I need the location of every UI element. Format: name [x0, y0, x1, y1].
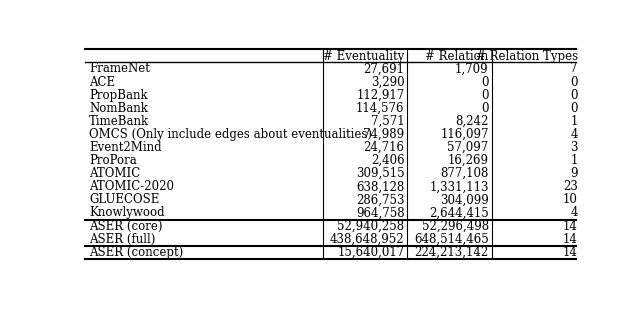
Text: 15,640,017: 15,640,017 [337, 246, 404, 259]
Text: ASER (concept): ASER (concept) [89, 246, 183, 259]
Text: # Eventuality: # Eventuality [323, 50, 404, 63]
Text: TimeBank: TimeBank [89, 115, 149, 128]
Text: 1,331,113: 1,331,113 [429, 180, 489, 193]
Text: 74,989: 74,989 [364, 128, 404, 141]
Text: GLUECOSE: GLUECOSE [89, 193, 159, 206]
Text: 16,269: 16,269 [448, 154, 489, 167]
Text: Knowlywood: Knowlywood [89, 206, 164, 219]
Text: 0: 0 [481, 76, 489, 89]
Text: OMCS (Only include edges about eventualities): OMCS (Only include edges about eventuali… [89, 128, 372, 141]
Text: 116,097: 116,097 [440, 128, 489, 141]
Text: 438,648,952: 438,648,952 [330, 233, 404, 246]
Text: 23: 23 [563, 180, 578, 193]
Text: 57,097: 57,097 [447, 141, 489, 154]
Text: 10: 10 [563, 193, 578, 206]
Text: 3,290: 3,290 [371, 76, 404, 89]
Text: 9: 9 [570, 167, 578, 180]
Text: 638,128: 638,128 [356, 180, 404, 193]
Text: 14: 14 [563, 219, 578, 232]
Text: ASER (full): ASER (full) [89, 233, 156, 246]
Text: 0: 0 [481, 89, 489, 102]
Text: 286,753: 286,753 [356, 193, 404, 206]
Text: ATOMIC-2020: ATOMIC-2020 [89, 180, 174, 193]
Text: 964,758: 964,758 [356, 206, 404, 219]
Text: 114,576: 114,576 [356, 102, 404, 115]
Text: 7: 7 [570, 62, 578, 76]
Text: 2,644,415: 2,644,415 [429, 206, 489, 219]
Text: 52,940,258: 52,940,258 [337, 219, 404, 232]
Text: 112,917: 112,917 [356, 89, 404, 102]
Text: 27,691: 27,691 [364, 62, 404, 76]
Text: FrameNet: FrameNet [89, 62, 150, 76]
Text: 52,296,498: 52,296,498 [422, 219, 489, 232]
Text: ACE: ACE [89, 76, 115, 89]
Text: 0: 0 [570, 89, 578, 102]
Text: 877,108: 877,108 [440, 167, 489, 180]
Text: # Relation Types: # Relation Types [476, 50, 578, 63]
Text: 1,709: 1,709 [455, 62, 489, 76]
Text: 304,099: 304,099 [440, 193, 489, 206]
Text: ATOMIC: ATOMIC [89, 167, 140, 180]
Text: NomBank: NomBank [89, 102, 148, 115]
Text: 4: 4 [570, 206, 578, 219]
Text: 14: 14 [563, 246, 578, 259]
Text: 309,515: 309,515 [356, 167, 404, 180]
Text: 0: 0 [570, 76, 578, 89]
Text: Event2Mind: Event2Mind [89, 141, 161, 154]
Text: ProPora: ProPora [89, 154, 137, 167]
Text: PropBank: PropBank [89, 89, 148, 102]
Text: 3: 3 [570, 141, 578, 154]
Text: 224,213,142: 224,213,142 [415, 246, 489, 259]
Text: 24,716: 24,716 [364, 141, 404, 154]
Text: ASER (core): ASER (core) [89, 219, 163, 232]
Text: 0: 0 [481, 102, 489, 115]
Text: 14: 14 [563, 233, 578, 246]
Text: 648,514,465: 648,514,465 [414, 233, 489, 246]
Text: # Relation: # Relation [426, 50, 489, 63]
Text: 1: 1 [571, 115, 578, 128]
Text: 4: 4 [570, 128, 578, 141]
Text: 8,242: 8,242 [455, 115, 489, 128]
Text: 1: 1 [571, 154, 578, 167]
Text: 0: 0 [570, 102, 578, 115]
Text: 2,406: 2,406 [371, 154, 404, 167]
Text: 7,571: 7,571 [371, 115, 404, 128]
